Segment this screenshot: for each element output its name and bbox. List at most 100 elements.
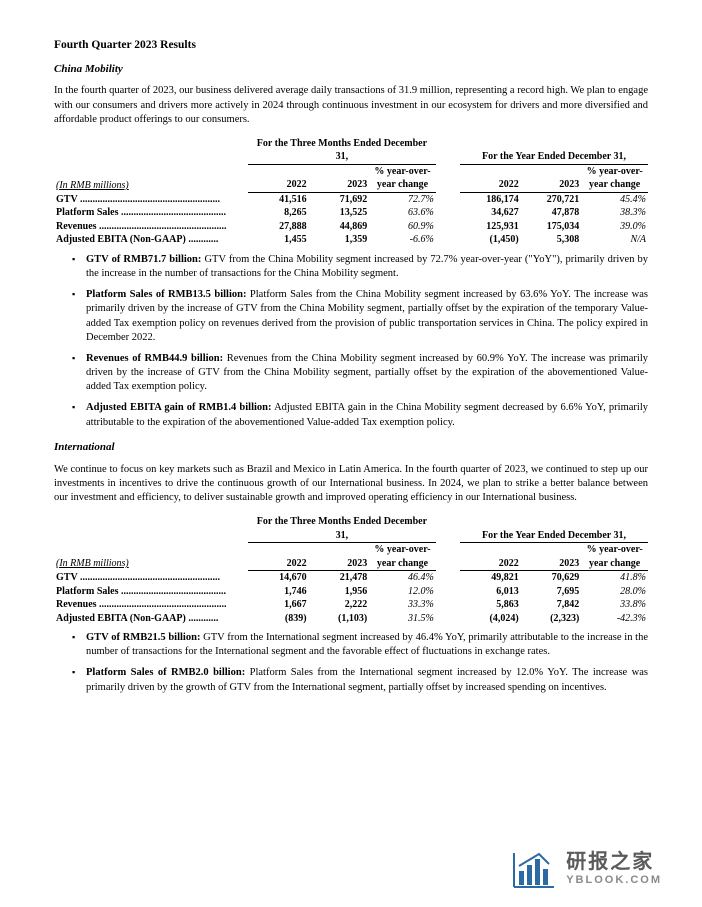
cell-ypct: 38.3% [581, 206, 648, 220]
china-intro-paragraph: In the fourth quarter of 2023, our busin… [54, 84, 648, 127]
cell-q23: 21,478 [309, 571, 370, 585]
bullet-item: GTV of RMB21.5 billion: GTV from the Int… [72, 631, 648, 659]
bullet-lead: Platform Sales of RMB13.5 billion: [86, 289, 246, 300]
section-heading-china: China Mobility [54, 62, 648, 77]
cell-qpct: -6.6% [369, 233, 436, 247]
col-header-y2: For the Year Ended December 31, [460, 515, 648, 543]
cell-y22: 34,627 [460, 206, 521, 220]
bullet-item: Platform Sales of RMB2.0 billion: Platfo… [72, 666, 648, 694]
cell-q22: 8,265 [248, 206, 309, 220]
col2-qpct: % year-over-year change [369, 543, 436, 571]
china-financial-table: For the Three Months Ended December 31, … [54, 137, 648, 247]
cell-ypct: 33.8% [581, 598, 648, 612]
cell-y23: 47,878 [521, 206, 582, 220]
cell-ypct: -42.3% [581, 612, 648, 626]
cell-q22: 41,516 [248, 192, 309, 206]
intl-bullets: GTV of RMB21.5 billion: GTV from the Int… [54, 631, 648, 695]
bullet-item: Platform Sales of RMB13.5 billion: Platf… [72, 288, 648, 345]
page-title: Fourth Quarter 2023 Results [54, 38, 648, 54]
china-bullets: GTV of RMB71.7 billion: GTV from the Chi… [54, 253, 648, 430]
col-q22: 2022 [248, 164, 309, 192]
row-label: GTV ....................................… [54, 571, 248, 585]
watermark-text: 研报之家 YBLOOK.COM [566, 852, 662, 888]
cell-q23: 2,222 [309, 598, 370, 612]
unit-label2: (In RMB millions) [54, 543, 248, 571]
table-row: Platform Sales .........................… [54, 585, 648, 599]
cell-q22: 1,667 [248, 598, 309, 612]
table-row: Adjusted EBITA (Non-GAAP) ............1,… [54, 233, 648, 247]
cell-qpct: 33.3% [369, 598, 436, 612]
cell-y23: 7,695 [521, 585, 582, 599]
cell-y22: (1,450) [460, 233, 521, 247]
document-page: Fourth Quarter 2023 Results China Mobili… [0, 0, 702, 907]
cell-y23: 5,308 [521, 233, 582, 247]
col2-ypct: % year-over-year change [581, 543, 648, 571]
col-header-y: For the Year Ended December 31, [460, 137, 648, 165]
bullet-lead: Adjusted EBITA gain of RMB1.4 billion: [86, 402, 272, 413]
cell-ypct: 28.0% [581, 585, 648, 599]
watermark-en: YBLOOK.COM [566, 873, 662, 888]
table-row: Platform Sales .........................… [54, 206, 648, 220]
watermark-cn: 研报之家 [566, 852, 662, 873]
cell-qpct: 31.5% [369, 612, 436, 626]
watermark-chart-icon [512, 851, 556, 889]
cell-ypct: 39.0% [581, 220, 648, 234]
col-header-q2: For the Three Months Ended December 31, [248, 515, 436, 543]
cell-y22: (4,024) [460, 612, 521, 626]
cell-y23: (2,323) [521, 612, 582, 626]
cell-ypct: 45.4% [581, 192, 648, 206]
cell-y23: 70,629 [521, 571, 582, 585]
col2-y22: 2022 [460, 543, 521, 571]
row-label: Revenues ...............................… [54, 220, 248, 234]
intl-financial-table: For the Three Months Ended December 31, … [54, 515, 648, 625]
row-label: Adjusted EBITA (Non-GAAP) ............ [54, 233, 248, 247]
col-qpct: % year-over-year change [369, 164, 436, 192]
cell-q22: 27,888 [248, 220, 309, 234]
table-row: Revenues ...............................… [54, 598, 648, 612]
table-row: Adjusted EBITA (Non-GAAP) ............(8… [54, 612, 648, 626]
cell-q23: 1,359 [309, 233, 370, 247]
bullet-item: Adjusted EBITA gain of RMB1.4 billion: A… [72, 401, 648, 429]
cell-ypct: 41.8% [581, 571, 648, 585]
cell-q23: (1,103) [309, 612, 370, 626]
cell-qpct: 12.0% [369, 585, 436, 599]
cell-q23: 1,956 [309, 585, 370, 599]
cell-qpct: 46.4% [369, 571, 436, 585]
bullet-lead: Platform Sales of RMB2.0 billion: [86, 667, 245, 678]
cell-y22: 125,931 [460, 220, 521, 234]
col-header-q: For the Three Months Ended December 31, [248, 137, 436, 165]
watermark: 研报之家 YBLOOK.COM [512, 851, 662, 889]
cell-y22: 6,013 [460, 585, 521, 599]
cell-q23: 44,869 [309, 220, 370, 234]
cell-y23: 7,842 [521, 598, 582, 612]
row-label: Revenues ...............................… [54, 598, 248, 612]
cell-y23: 175,034 [521, 220, 582, 234]
col2-q22: 2022 [248, 543, 309, 571]
col-q23: 2023 [309, 164, 370, 192]
col2-q23: 2023 [309, 543, 370, 571]
unit-label: (In RMB millions) [54, 164, 248, 192]
cell-q22: 1,455 [248, 233, 309, 247]
row-label: Adjusted EBITA (Non-GAAP) ............ [54, 612, 248, 626]
cell-qpct: 72.7% [369, 192, 436, 206]
cell-y23: 270,721 [521, 192, 582, 206]
bullet-lead: Revenues of RMB44.9 billion: [86, 353, 223, 364]
table-row: Revenues ...............................… [54, 220, 648, 234]
cell-qpct: 60.9% [369, 220, 436, 234]
bullet-lead: GTV of RMB71.7 billion: [86, 254, 201, 265]
cell-q23: 13,525 [309, 206, 370, 220]
row-label: Platform Sales .........................… [54, 585, 248, 599]
cell-y22: 5,863 [460, 598, 521, 612]
table-row: GTV ....................................… [54, 192, 648, 206]
cell-qpct: 63.6% [369, 206, 436, 220]
bullet-item: Revenues of RMB44.9 billion: Revenues fr… [72, 352, 648, 395]
col2-y23: 2023 [521, 543, 582, 571]
cell-y22: 49,821 [460, 571, 521, 585]
bullet-item: GTV of RMB71.7 billion: GTV from the Chi… [72, 253, 648, 281]
intl-intro-paragraph: We continue to focus on key markets such… [54, 463, 648, 506]
cell-ypct: N/A [581, 233, 648, 247]
cell-q22: (839) [248, 612, 309, 626]
col-y23: 2023 [521, 164, 582, 192]
cell-q23: 71,692 [309, 192, 370, 206]
bullet-lead: GTV of RMB21.5 billion: [86, 632, 200, 643]
